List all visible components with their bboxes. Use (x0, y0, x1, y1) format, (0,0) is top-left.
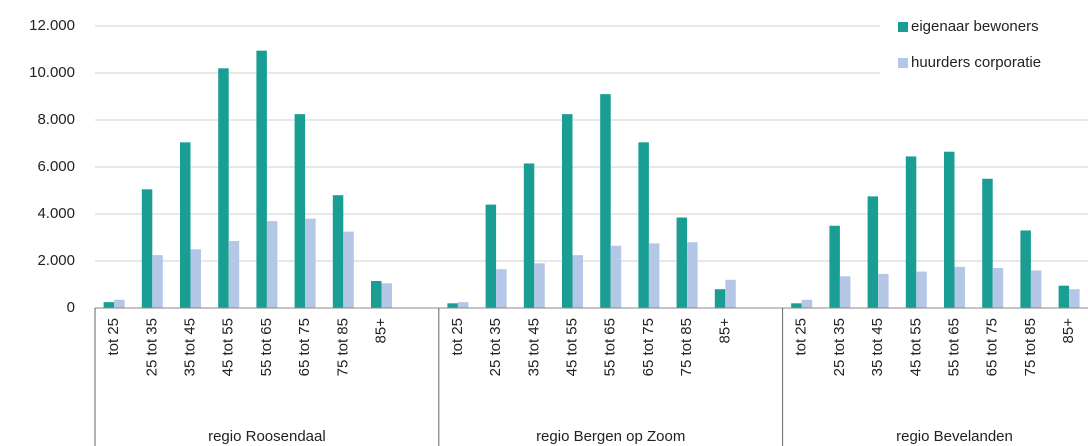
bar (801, 299, 813, 308)
bar (485, 204, 497, 308)
x-tick-label: 45 tot 55 (907, 318, 924, 376)
x-tick-label: 85+ (716, 318, 733, 344)
bar (714, 289, 726, 308)
bar (600, 94, 611, 309)
bar (190, 249, 201, 308)
bar (152, 255, 163, 308)
bar (496, 269, 507, 308)
bar (1058, 285, 1070, 308)
y-tick-label: 6.000 (37, 158, 75, 175)
bar (648, 243, 660, 308)
bar (457, 302, 469, 308)
x-tick-label: 45 tot 55 (563, 318, 580, 376)
bar (687, 242, 698, 308)
bar (1030, 270, 1042, 308)
bar (332, 195, 344, 308)
x-tick-label: 35 tot 45 (525, 318, 542, 376)
x-tick-label: tot 25 (449, 318, 466, 356)
bar (218, 68, 229, 308)
bar (562, 114, 573, 308)
y-tick-label: 8.000 (37, 111, 75, 128)
bar (371, 280, 382, 308)
x-tick-label: 75 tot 85 (334, 318, 351, 376)
x-tick-label: 75 tot 85 (1022, 318, 1039, 376)
x-tick-label: 85+ (1060, 318, 1077, 344)
x-tick-label: 75 tot 85 (678, 318, 695, 376)
bar (114, 299, 125, 308)
bar (572, 255, 583, 308)
legend-swatch (898, 22, 908, 32)
bar (266, 221, 278, 308)
bar (103, 302, 115, 308)
group-label: regio Roosendaal (208, 428, 326, 445)
bar (1069, 289, 1080, 308)
x-tick-label: 35 tot 45 (869, 318, 886, 376)
bar (944, 151, 955, 308)
x-tick-label: 55 tot 65 (945, 318, 962, 376)
bar (228, 241, 240, 308)
bar (878, 273, 889, 308)
bar (791, 303, 802, 308)
legend-swatch (898, 58, 908, 68)
bar (638, 142, 649, 308)
bar (905, 156, 917, 308)
bar (343, 231, 354, 308)
group-label: regio Bergen op Zoom (536, 428, 685, 445)
x-tick-label: 25 tot 35 (487, 318, 504, 376)
bar (294, 114, 306, 308)
legend-label: huurders corporatie (911, 54, 1041, 71)
bar (725, 279, 736, 308)
y-tick-label: 12.000 (29, 17, 75, 34)
bar (839, 276, 851, 308)
bar (954, 266, 965, 308)
x-tick-label: tot 25 (793, 318, 810, 356)
x-tick-label: 65 tot 75 (296, 318, 313, 376)
x-tick-label: 25 tot 35 (831, 318, 848, 376)
bar (829, 225, 840, 308)
bar (916, 271, 927, 308)
bar (867, 196, 879, 308)
bar (534, 263, 545, 308)
bar (180, 142, 191, 308)
bar (256, 50, 267, 309)
bar (381, 283, 392, 308)
x-tick-label: tot 25 (105, 318, 122, 356)
group-label: regio Bevelanden (896, 428, 1013, 445)
bar (1020, 230, 1031, 308)
y-tick-label: 0 (67, 299, 75, 316)
y-tick-label: 10.000 (29, 64, 75, 81)
x-tick-label: 55 tot 65 (258, 318, 275, 376)
bar (676, 217, 688, 308)
legend-bg (880, 10, 1088, 80)
bar (982, 178, 993, 308)
x-tick-label: 35 tot 45 (181, 318, 198, 376)
bar (992, 268, 1004, 308)
bar (523, 163, 535, 308)
bar (447, 303, 458, 308)
x-tick-label: 25 tot 35 (143, 318, 160, 376)
y-tick-label: 4.000 (37, 205, 75, 222)
x-tick-label: 85+ (372, 318, 389, 344)
y-tick-label: 2.000 (37, 252, 75, 269)
x-tick-label: 65 tot 75 (640, 318, 657, 376)
x-tick-label: 65 tot 75 (984, 318, 1001, 376)
x-tick-label: 55 tot 65 (602, 318, 619, 376)
bar (305, 218, 316, 308)
x-tick-label: 45 tot 55 (220, 318, 237, 376)
bar (141, 189, 153, 308)
bar (610, 245, 622, 308)
legend-label: eigenaar bewoners (911, 18, 1039, 35)
